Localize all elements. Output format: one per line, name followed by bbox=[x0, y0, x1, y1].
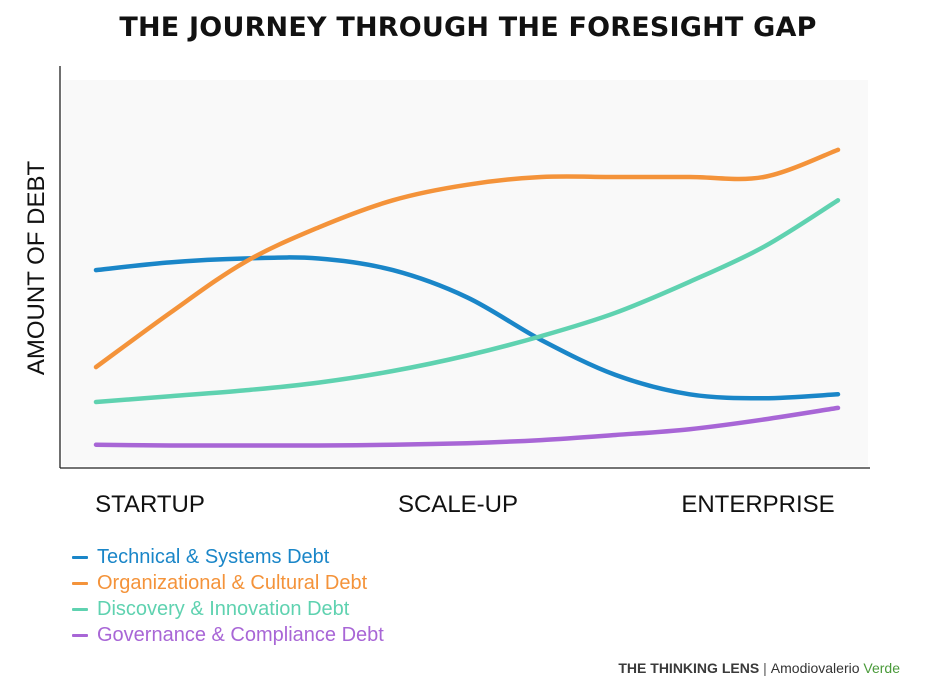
legend-item-discovery[interactable]: Discovery & Innovation Debt bbox=[72, 596, 384, 622]
x-tick-enterprise: ENTERPRISE bbox=[681, 491, 834, 518]
footer-brand: THE THINKING LENS bbox=[618, 660, 760, 676]
footer-author-accent: Verde bbox=[863, 660, 900, 676]
legend-label: Governance & Compliance Debt bbox=[97, 623, 384, 646]
legend-item-governance[interactable]: Governance & Compliance Debt bbox=[72, 622, 384, 648]
legend: Technical & Systems Debt Organizational … bbox=[72, 544, 384, 648]
x-tick-startup: STARTUP bbox=[95, 491, 205, 518]
legend-swatch bbox=[72, 581, 88, 585]
series-line-organizational bbox=[93, 147, 841, 370]
legend-label: Technical & Systems Debt bbox=[97, 545, 330, 568]
footer-credit: THE THINKING LENS | Amodiovalerio Verde bbox=[618, 660, 900, 676]
legend-swatch bbox=[72, 633, 88, 637]
legend-item-technical[interactable]: Technical & Systems Debt bbox=[72, 544, 384, 570]
x-tick-scale-up: SCALE-UP bbox=[398, 491, 518, 518]
series-layer bbox=[93, 147, 841, 448]
chart-title: THE JOURNEY THROUGH THE FORESIGHT GAP bbox=[119, 12, 817, 43]
line-chart: AMOUNT OF DEBT STARTUP SCALE-UP ENTERPRI… bbox=[23, 66, 870, 518]
legend-swatch bbox=[72, 607, 88, 611]
series-line-discovery bbox=[93, 198, 841, 405]
y-axis-label: AMOUNT OF DEBT bbox=[23, 161, 50, 376]
footer-separator: | bbox=[763, 660, 767, 676]
series-line-technical bbox=[93, 255, 841, 401]
legend-label: Discovery & Innovation Debt bbox=[97, 597, 350, 620]
series-line-governance bbox=[93, 405, 841, 448]
footer-author: Amodiovalerio bbox=[770, 660, 860, 676]
legend-label: Organizational & Cultural Debt bbox=[97, 571, 368, 594]
plot-area bbox=[62, 80, 868, 466]
legend-item-organizational[interactable]: Organizational & Cultural Debt bbox=[72, 570, 384, 596]
legend-swatch bbox=[72, 555, 88, 559]
